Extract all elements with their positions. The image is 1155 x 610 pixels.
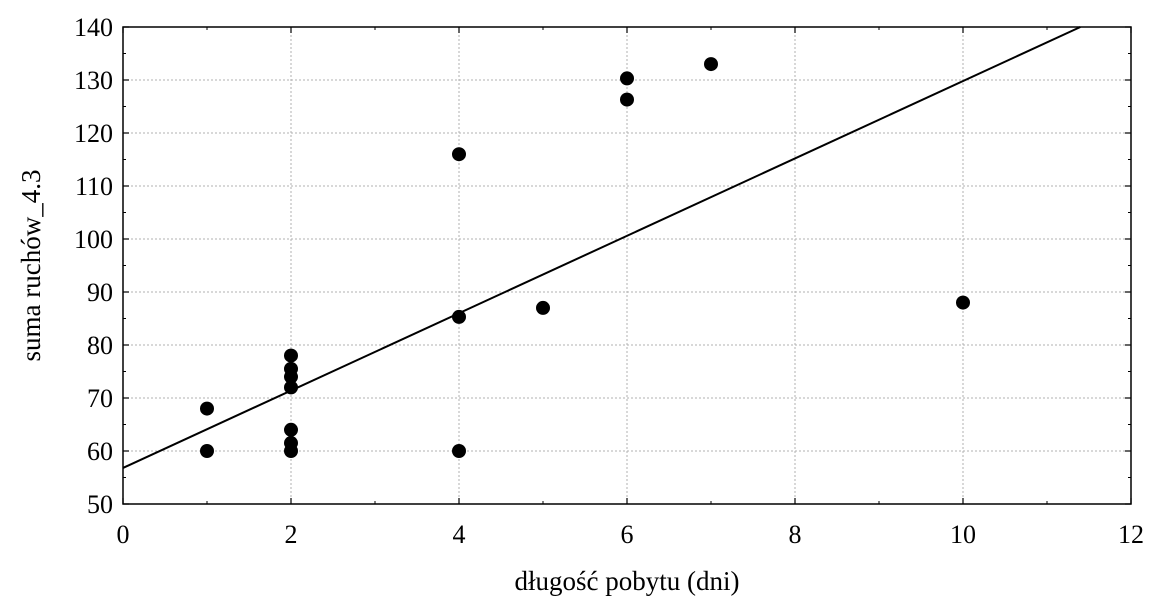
data-point (284, 422, 298, 437)
x-tick-label: 0 (117, 520, 130, 549)
x-tick-label: 12 (1118, 520, 1144, 549)
data-point (452, 147, 466, 162)
y-tick-label: 80 (87, 331, 113, 360)
y-tick-label: 70 (87, 384, 113, 413)
data-point (956, 295, 970, 310)
y-tick-label: 50 (87, 490, 113, 519)
x-tick-label: 6 (621, 520, 634, 549)
y-axis-title: suma ruchów_4.3 (16, 170, 46, 362)
y-tick-label: 120 (74, 119, 113, 148)
data-point (536, 300, 550, 315)
y-tick-label: 130 (74, 66, 113, 95)
x-tick-label: 4 (453, 520, 466, 549)
data-point (200, 401, 214, 416)
data-point (704, 57, 718, 72)
x-tick-label: 8 (789, 520, 802, 549)
fit-line-group (122, 26, 1081, 469)
y-tick-label: 140 (74, 13, 113, 42)
y-tick-label: 110 (75, 172, 113, 201)
x-tick-label: 2 (285, 520, 298, 549)
y-tick-labels: 50 60 70 80 90 100 110 120 130 140 (74, 13, 113, 519)
data-points (200, 57, 970, 458)
grid-lines (123, 27, 1131, 504)
data-point (452, 444, 466, 458)
x-axis-title: długość pobytu (dni) (515, 566, 740, 596)
y-tick-label: 90 (87, 278, 113, 307)
y-tick-label: 60 (87, 437, 113, 466)
data-point (284, 380, 298, 395)
data-point (620, 92, 634, 107)
data-point (284, 348, 298, 363)
x-tick-labels: 0 2 4 6 8 10 12 (117, 520, 1145, 549)
data-point (284, 369, 298, 384)
axis-ticks (122, 26, 1132, 505)
x-tick-label: 10 (950, 520, 976, 549)
data-point (452, 309, 466, 324)
regression-line (122, 26, 1081, 469)
data-point (620, 71, 634, 86)
y-tick-label: 100 (74, 225, 113, 254)
data-point (200, 444, 214, 458)
data-point (284, 444, 298, 458)
